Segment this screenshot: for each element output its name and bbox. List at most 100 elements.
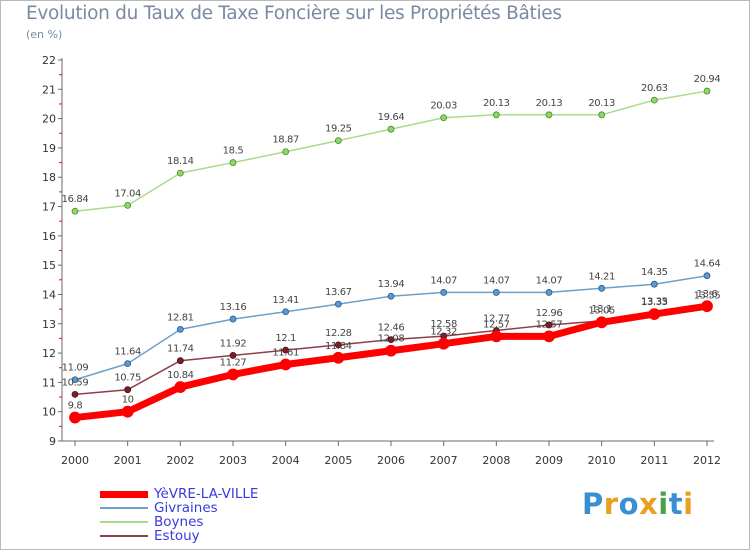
x-tick-label: 2009	[535, 454, 563, 467]
data-label: 11.84	[325, 341, 352, 352]
y-tick-label: 18	[42, 171, 56, 184]
data-point	[227, 368, 239, 381]
data-point	[332, 351, 345, 364]
y-tick-label: 19	[42, 142, 56, 155]
data-label: 20.63	[641, 83, 668, 94]
data-label: 20.13	[536, 98, 563, 109]
data-point	[71, 391, 79, 398]
data-label: 16.84	[62, 194, 89, 205]
legend-item-yevre-la-ville: YèVRE-LA-VILLE	[100, 486, 300, 502]
data-point	[282, 346, 290, 354]
x-tick-label: 2007	[430, 454, 458, 467]
logo-letter: x	[639, 487, 659, 521]
y-tick-label: 20	[42, 113, 56, 126]
data-point	[543, 330, 555, 343]
x-tick-label: 2012	[693, 454, 721, 467]
x-tick-label: 2011	[640, 454, 668, 467]
data-point	[490, 330, 503, 343]
data-label: 13.1	[591, 304, 612, 315]
data-label: 14.07	[536, 275, 563, 286]
data-label: 17.04	[114, 188, 141, 199]
data-label: 19.25	[325, 124, 352, 135]
data-label: 11.74	[167, 344, 194, 355]
data-label: 13.41	[272, 295, 299, 306]
data-label: 12.28	[325, 328, 352, 339]
data-point	[545, 289, 553, 296]
data-point	[492, 111, 500, 119]
data-label: 10.84	[167, 370, 194, 381]
data-point	[650, 280, 658, 288]
data-label: 11.09	[62, 363, 89, 374]
x-tick-label: 2001	[114, 454, 142, 467]
data-label: 20.03	[430, 101, 457, 112]
legend-item-givraines: Givraines	[100, 500, 300, 516]
data-label: 12.57	[483, 319, 510, 330]
y-tick-label: 14	[42, 288, 56, 301]
data-point	[279, 358, 292, 371]
data-label: 10.75	[114, 373, 141, 384]
y-unit-label: (en %)	[26, 28, 63, 41]
legend: YèVRE-LA-VILLE Givraines Boynes Estouy	[100, 486, 300, 544]
data-label: 10	[122, 395, 134, 406]
data-point	[701, 300, 713, 313]
data-point	[176, 169, 184, 177]
legend-label: YèVRE-LA-VILLE	[154, 486, 259, 502]
data-label: 20.13	[588, 98, 615, 109]
data-point	[282, 148, 290, 156]
data-point	[334, 341, 342, 349]
data-label: 14.64	[694, 259, 721, 270]
x-tick-label: 2004	[272, 454, 300, 467]
data-point	[595, 316, 608, 329]
data-point	[545, 321, 553, 329]
data-point	[334, 137, 342, 144]
y-tick-label: 11	[42, 376, 56, 389]
y-tick-label: 22	[42, 54, 56, 67]
data-point	[440, 114, 448, 122]
logo-letter: i	[658, 487, 669, 521]
x-tick-label: 2008	[482, 454, 510, 467]
data-label: 13.67	[325, 287, 352, 298]
logo-letter: r	[603, 487, 619, 521]
x-tick-label: 2010	[588, 454, 616, 467]
legend-swatch	[100, 521, 148, 523]
data-label: 12.77	[483, 314, 510, 325]
logo-letter: i	[683, 487, 694, 521]
data-point	[71, 207, 79, 215]
legend-swatch	[100, 535, 148, 537]
data-label: 10.59	[62, 377, 89, 388]
data-label: 13.05	[588, 305, 615, 316]
legend-label: Estouy	[154, 528, 200, 544]
data-label: 14.35	[641, 267, 668, 278]
data-point	[69, 411, 81, 424]
proxiti-logo: Proxiti	[582, 487, 694, 521]
data-label: 14.21	[588, 271, 615, 282]
y-tick-label: 15	[42, 259, 56, 272]
data-label: 13.16	[220, 302, 247, 313]
data-point	[387, 336, 395, 343]
data-label: 12.81	[167, 312, 194, 323]
x-tick-label: 2002	[166, 454, 194, 467]
data-label: 11.92	[220, 338, 247, 349]
data-point	[703, 272, 711, 280]
x-tick-label: 2006	[377, 454, 405, 467]
data-point	[648, 308, 661, 320]
y-tick-label: 12	[42, 347, 56, 360]
x-tick-label: 2003	[219, 454, 247, 467]
data-label: 13.94	[378, 279, 405, 290]
data-point	[174, 381, 187, 393]
data-label: 14.07	[430, 275, 457, 286]
data-label: 13.35	[641, 297, 668, 308]
data-point	[492, 289, 500, 296]
data-label: 12.46	[378, 323, 405, 334]
y-tick-label: 9	[49, 435, 56, 448]
data-label: 12.58	[430, 319, 457, 330]
data-label: 11.27	[220, 357, 247, 368]
data-point	[124, 201, 132, 209]
data-label: 18.87	[272, 135, 299, 146]
data-point	[598, 111, 606, 119]
data-label: 13.6	[697, 289, 718, 300]
data-point	[124, 360, 132, 368]
logo-letter: o	[618, 487, 640, 521]
data-label: 11.61	[272, 348, 299, 359]
